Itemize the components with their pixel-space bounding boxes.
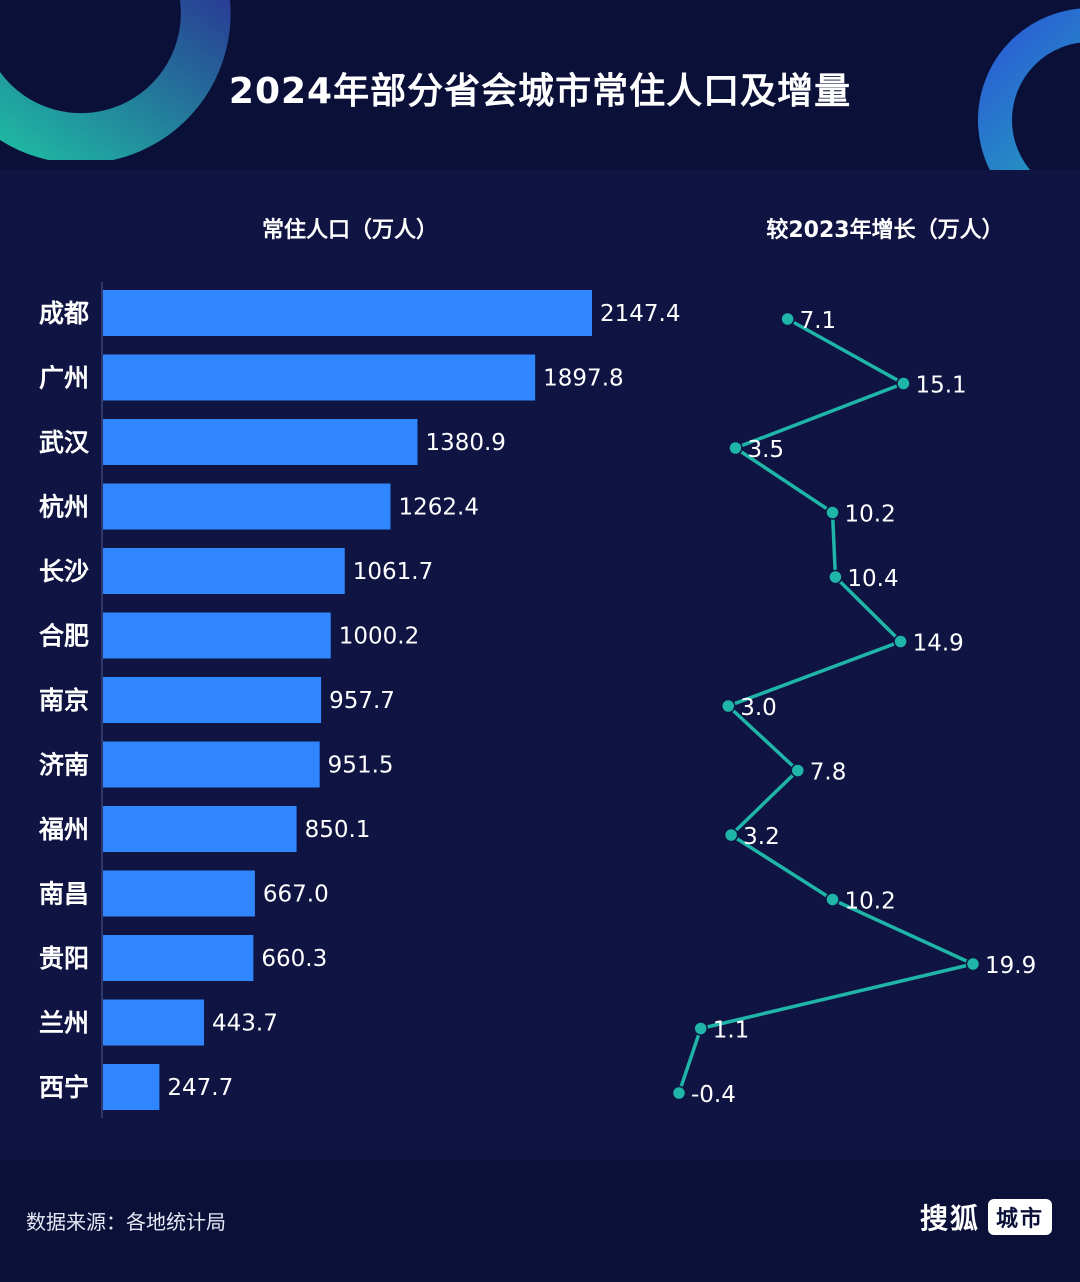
growth-point bbox=[723, 827, 739, 843]
bar bbox=[103, 548, 345, 594]
bar bbox=[103, 612, 331, 659]
bar-value-label: 1000.2 bbox=[339, 624, 419, 650]
growth-value-label: 10.2 bbox=[845, 502, 896, 528]
data-source: 数据来源：各地统计局 bbox=[26, 1210, 226, 1234]
bar-value-label: 957.7 bbox=[329, 688, 395, 714]
bar bbox=[103, 741, 320, 788]
bar bbox=[103, 870, 255, 917]
bar-chart-subtitle: 常住人口（万人） bbox=[261, 218, 438, 243]
bar bbox=[103, 354, 536, 401]
bar-value-label: 1380.9 bbox=[425, 430, 505, 456]
bar bbox=[103, 1064, 160, 1110]
bar bbox=[103, 483, 391, 530]
growth-value-label: 19.9 bbox=[985, 953, 1036, 979]
bar-value-label: 850.1 bbox=[305, 817, 371, 843]
category-label: 南京 bbox=[39, 686, 89, 715]
growth-point bbox=[693, 1021, 708, 1036]
bar bbox=[103, 290, 592, 336]
growth-value-label: 10.4 bbox=[847, 566, 898, 592]
brand-logo: 搜狐 城市 bbox=[919, 1199, 1052, 1235]
bar-value-label: 247.7 bbox=[167, 1075, 233, 1101]
bar-value-label: 1262.4 bbox=[398, 495, 478, 521]
growth-value-label: 1.1 bbox=[713, 1018, 750, 1044]
growth-point bbox=[825, 505, 840, 520]
category-label: 合肥 bbox=[39, 622, 89, 651]
growth-value-label: -0.4 bbox=[691, 1082, 736, 1108]
growth-point bbox=[825, 892, 840, 907]
bar-value-label: 443.7 bbox=[212, 1011, 278, 1037]
growth-point bbox=[790, 763, 806, 778]
category-label: 西宁 bbox=[39, 1073, 89, 1102]
bar-value-label: 2147.4 bbox=[600, 301, 680, 327]
growth-value-label: 3.5 bbox=[747, 437, 784, 463]
category-label: 杭州 bbox=[39, 493, 89, 522]
bar-value-label: 1897.8 bbox=[543, 366, 623, 392]
growth-point bbox=[893, 634, 908, 649]
brand-name: 搜狐 bbox=[919, 1202, 980, 1235]
growth-point bbox=[780, 311, 795, 327]
bar-value-label: 951.5 bbox=[328, 753, 394, 779]
growth-value-label: 7.8 bbox=[810, 760, 847, 786]
category-label: 南昌 bbox=[39, 880, 89, 909]
bar bbox=[103, 999, 205, 1046]
line-chart-subtitle: 较2023年增长（万人） bbox=[766, 218, 1004, 243]
category-label: 武汉 bbox=[39, 428, 90, 457]
growth-value-label: 7.1 bbox=[800, 308, 837, 334]
growth-point bbox=[965, 956, 981, 972]
growth-point bbox=[896, 376, 911, 391]
category-label: 成都 bbox=[39, 299, 89, 328]
growth-point bbox=[828, 569, 843, 585]
bar bbox=[103, 806, 297, 852]
growth-value-label: 3.2 bbox=[743, 824, 780, 850]
bar-value-label: 1061.7 bbox=[353, 559, 433, 585]
chart-title: 2024年部分省会城市常住人口及增量 bbox=[228, 71, 852, 112]
bar-value-label: 667.0 bbox=[263, 882, 329, 908]
category-label: 广州 bbox=[39, 364, 89, 393]
category-label: 兰州 bbox=[39, 1009, 89, 1038]
growth-value-label: 15.1 bbox=[915, 373, 966, 399]
brand-tag: 城市 bbox=[987, 1199, 1052, 1235]
growth-point bbox=[671, 1085, 687, 1101]
category-label: 长沙 bbox=[39, 557, 89, 586]
category-label: 济南 bbox=[39, 751, 89, 780]
bar bbox=[103, 935, 254, 981]
growth-value-label: 14.9 bbox=[913, 631, 964, 657]
growth-point bbox=[728, 440, 743, 456]
category-label: 贵阳 bbox=[39, 944, 89, 973]
growth-value-label: 10.2 bbox=[845, 889, 896, 915]
category-label: 福州 bbox=[38, 815, 89, 844]
growth-value-label: 3.0 bbox=[740, 695, 777, 721]
growth-point bbox=[720, 698, 736, 714]
bar-value-label: 660.3 bbox=[261, 946, 327, 972]
bar bbox=[103, 677, 322, 723]
bar bbox=[103, 419, 418, 465]
